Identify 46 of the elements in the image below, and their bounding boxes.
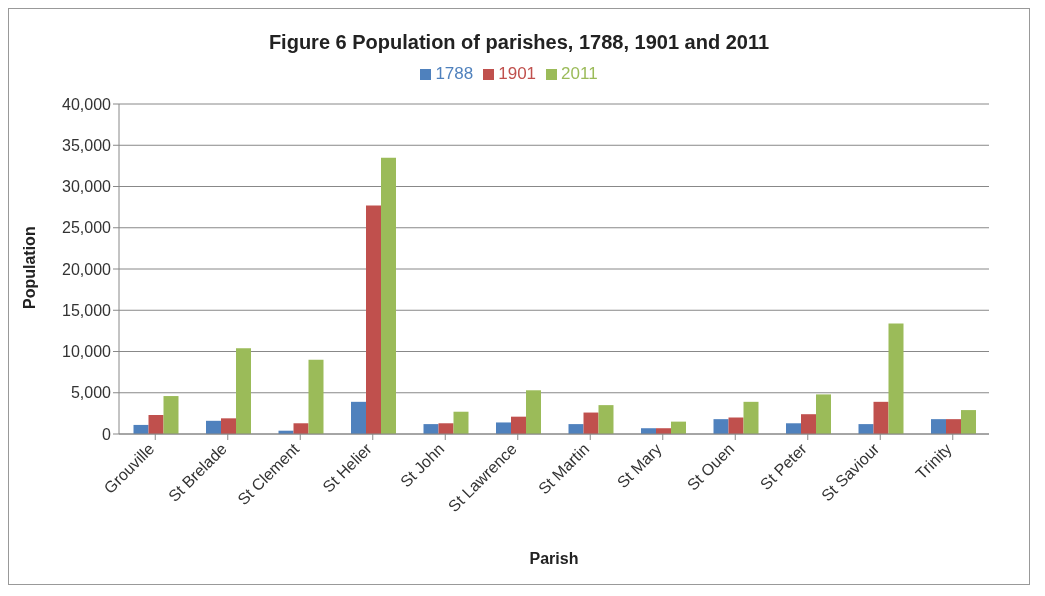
bar <box>713 419 729 434</box>
y-tick-label: 20,000 <box>62 260 112 278</box>
bar <box>888 323 904 434</box>
legend-label: 1901 <box>498 64 537 83</box>
bar <box>858 424 874 434</box>
bar <box>526 390 541 434</box>
bar <box>816 394 831 434</box>
bar <box>786 423 801 434</box>
bar <box>236 348 251 434</box>
y-tick-label: 10,000 <box>62 343 112 361</box>
y-tick-label: 40,000 <box>62 95 112 113</box>
bar <box>221 418 236 434</box>
bar <box>728 417 744 434</box>
bar <box>568 424 584 434</box>
y-tick-label: 35,000 <box>62 136 112 154</box>
bar <box>496 422 511 434</box>
bar <box>438 423 454 434</box>
bar <box>743 401 759 434</box>
bar <box>583 412 599 434</box>
bar <box>946 419 961 434</box>
legend-label: 2011 <box>561 64 598 83</box>
y-tick-label: 15,000 <box>62 301 112 319</box>
bar <box>381 157 396 434</box>
bar <box>873 401 889 434</box>
bar <box>801 414 816 434</box>
y-tick-label: 25,000 <box>62 219 112 237</box>
y-tick-label: 0 <box>102 425 112 443</box>
legend-label: 1788 <box>435 64 474 83</box>
bar <box>293 423 309 434</box>
bar <box>423 424 439 434</box>
bar <box>351 401 366 434</box>
bar <box>961 410 976 434</box>
y-axis-title: Population <box>20 226 38 309</box>
y-tick-label: 5,000 <box>70 384 112 402</box>
y-tick-label: 30,000 <box>62 178 112 196</box>
bar <box>148 415 164 434</box>
bar <box>931 419 946 434</box>
x-axis-title: Parish <box>529 550 579 567</box>
bar <box>511 416 526 434</box>
bar <box>308 359 324 434</box>
bar <box>453 411 469 434</box>
bar <box>366 205 381 434</box>
bar <box>598 405 614 434</box>
chart-title: Figure 6 Population of parishes, 1788, 1901 and 2011 <box>267 31 771 54</box>
bar <box>206 420 221 434</box>
bar <box>163 396 179 434</box>
